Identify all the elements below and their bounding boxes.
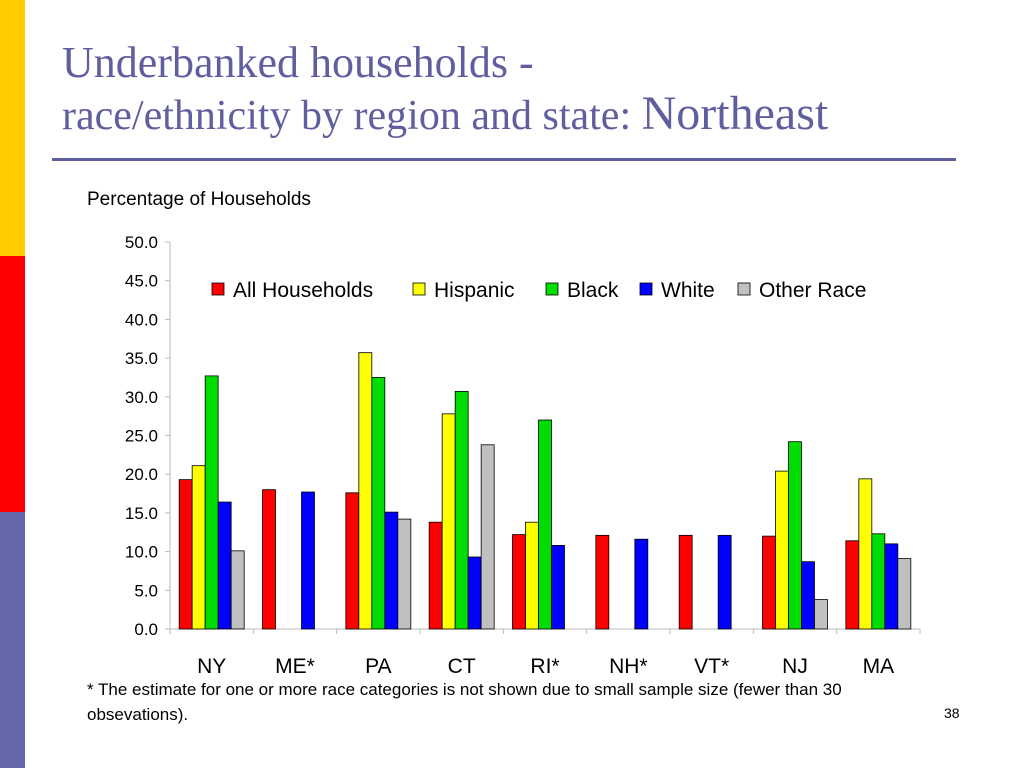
bar (551, 545, 565, 630)
bar (230, 550, 245, 630)
bar (801, 561, 815, 630)
bar (775, 470, 789, 630)
bar (858, 478, 873, 630)
x-tick-label: PA (365, 655, 391, 678)
bar (301, 491, 315, 630)
title-region: Northeast (641, 87, 829, 140)
bar (512, 534, 526, 630)
y-tick-label: 5.0 (134, 581, 158, 600)
x-tick-label: VT* (694, 655, 729, 678)
bar (845, 540, 860, 630)
bar (371, 377, 386, 630)
bar (204, 375, 219, 630)
footnote: * The estimate for one or more race cate… (87, 680, 842, 724)
x-tick-label: NH* (609, 655, 648, 678)
bar (454, 390, 469, 630)
bar (634, 538, 649, 630)
title-line-2: race/ethnicity by region and state: Nort… (62, 88, 1002, 142)
bar (441, 413, 456, 630)
legend-swatch (412, 282, 426, 296)
bar (384, 511, 399, 630)
title-line-2-text: race/ethnicity by region and state: (62, 93, 642, 139)
y-tick-label: 50.0 (125, 233, 158, 252)
page-number: 38 (944, 705, 960, 721)
bar (717, 534, 732, 630)
bar (467, 556, 482, 630)
bar (538, 419, 552, 630)
bar (595, 534, 610, 630)
bar (345, 492, 360, 630)
bar (762, 535, 776, 630)
legend-swatch (737, 282, 751, 296)
bar (358, 352, 373, 630)
y-tick-label: 20.0 (125, 465, 158, 484)
x-tick-label: ME* (275, 655, 315, 678)
title-line-1: Underbanked households - (62, 38, 534, 87)
legend-label: Hispanic (434, 279, 515, 302)
legend-label: Black (567, 279, 619, 302)
y-tick-label: 25.0 (125, 427, 158, 446)
y-tick-label: 35.0 (125, 349, 158, 368)
bar (814, 599, 828, 630)
y-tick-label: 30.0 (125, 388, 158, 407)
title-underline (52, 158, 956, 161)
bar (525, 521, 539, 630)
x-tick-label: MA (863, 655, 895, 678)
x-tick-label: NJ (782, 655, 808, 678)
legend-label: All Households (233, 279, 373, 302)
y-tick-label: 0.0 (134, 620, 158, 639)
bar (178, 479, 193, 630)
x-tick-label: NY (197, 655, 226, 678)
bar (884, 543, 899, 630)
accent-bar-red (0, 256, 25, 512)
y-tick-label: 40.0 (125, 310, 158, 329)
bar (262, 489, 276, 630)
y-tick-label: 15.0 (125, 504, 158, 523)
bar (678, 534, 693, 630)
y-tick-label: 45.0 (125, 272, 158, 291)
bar (897, 558, 912, 630)
bar (428, 521, 443, 630)
bar (871, 533, 886, 630)
x-tick-label: RI* (530, 655, 559, 678)
bar (191, 465, 206, 630)
accent-bar-yellow (0, 0, 25, 256)
slide-title: Underbanked households - race/ethnicity … (62, 38, 1002, 142)
bar (397, 518, 412, 630)
legend-label: White (661, 279, 715, 302)
legend-swatch (545, 282, 559, 296)
legend-swatch (211, 282, 225, 296)
y-axis-label: Percentage of Households (87, 189, 311, 210)
bar (788, 441, 802, 630)
bar (217, 501, 232, 630)
accent-bar-purple (0, 512, 25, 768)
y-tick-label: 10.0 (125, 543, 158, 562)
bar (480, 444, 495, 630)
x-tick-label: CT (448, 655, 476, 678)
legend-swatch (639, 282, 653, 296)
legend-label: Other Race (759, 279, 866, 302)
